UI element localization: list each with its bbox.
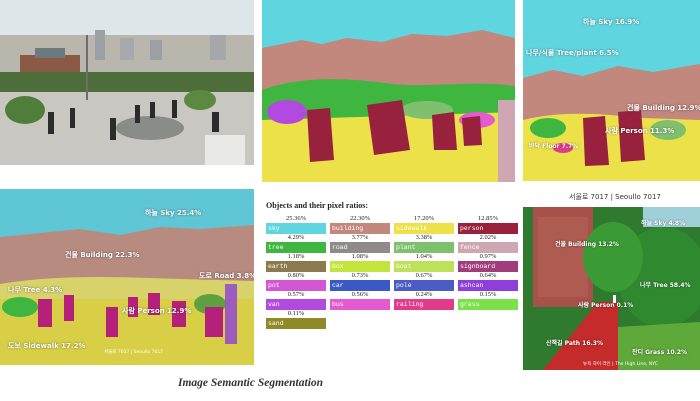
- legend-item: 0.56% bus: [330, 291, 390, 310]
- label-person: 사람 Person 11.3%: [605, 127, 675, 135]
- legend-swatch: sky: [266, 223, 326, 234]
- legend-item: 1.18% earth: [266, 253, 326, 272]
- legend-percent: 0.67%: [415, 272, 433, 279]
- legend-item: 0.57% van: [266, 291, 326, 310]
- legend-item: 4.29% tree: [266, 234, 326, 253]
- labeled-map: [523, 0, 700, 181]
- legend-item: 12.85% person: [458, 215, 518, 234]
- legend-percent: 1.04%: [415, 253, 433, 260]
- legend-swatch: grass: [458, 299, 518, 310]
- legend-item: 25.36% sky: [266, 215, 326, 234]
- legend-swatch: signboard: [458, 261, 518, 272]
- legend-percent: 0.24%: [415, 291, 433, 298]
- legend-percent: 0.97%: [479, 253, 497, 260]
- overlay-label-tree: 나무 Tree 4.3%: [8, 286, 63, 294]
- legend-percent: 4.29%: [287, 234, 305, 241]
- legend-title: Objects and their pixel ratios:: [266, 201, 369, 210]
- legend-percent: 25.36%: [285, 215, 307, 222]
- legend-swatch: bus: [330, 299, 390, 310]
- legend-item: 2.02% fence: [458, 234, 518, 253]
- overlay-label-road: 도로 Road 3.8%: [199, 272, 254, 280]
- legend-item: 0.15% grass: [458, 291, 518, 310]
- legend-percent: 0.64%: [479, 272, 497, 279]
- greenway-label-building: 건물 Building 13.2%: [555, 241, 619, 248]
- greenway-label-tree: 나무 Tree 58.4%: [640, 282, 691, 289]
- label-tree-plant: 나무/식물 Tree/plant 6.5%: [526, 49, 619, 57]
- legend-swatch: sidewalk: [394, 223, 454, 234]
- greenway-credit: 뉴욕 하이 라인 | The High Line, NYC: [583, 362, 658, 367]
- figure-caption: Image Semantic Segmentation: [178, 377, 324, 389]
- legend-swatch: building: [330, 223, 390, 234]
- legend-item: 0.80% pot: [266, 272, 326, 291]
- legend-percent: 0.56%: [351, 291, 369, 298]
- greenway-label-person: 사람 Person 0.1%: [578, 302, 634, 309]
- legend-percent: 3.77%: [351, 234, 369, 241]
- legend-swatch: pot: [266, 280, 326, 291]
- legend-swatch: box: [330, 261, 390, 272]
- legend-percent: 1.18%: [287, 253, 305, 260]
- legend-item: 0.97% signboard: [458, 253, 518, 272]
- greenway-map: [523, 207, 700, 370]
- legend-percent: 17.20%: [413, 215, 435, 222]
- legend-percent: 0.57%: [287, 291, 305, 298]
- label-floor: 바닥 Floor 7.7%: [529, 143, 579, 150]
- legend-grid: 25.36% sky 22.30% building 17.20% sidewalk 12.…: [266, 215, 522, 329]
- legend-swatch: ashcan: [458, 280, 518, 291]
- legend-swatch: tree: [266, 242, 326, 253]
- legend-swatch: person: [458, 223, 518, 234]
- legend-item: 1.08% box: [330, 253, 390, 272]
- legend-item: 17.20% sidewalk: [394, 215, 454, 234]
- overlay-label-sky: 하늘 Sky 25.4%: [145, 209, 202, 217]
- legend-swatch: road: [330, 242, 390, 253]
- labeled-map-panel: 하늘 Sky 16.9% 나무/식물 Tree/plant 6.5% 건물 Bu…: [523, 0, 700, 181]
- overlay-label-person: 사람 Person 12.9%: [122, 307, 192, 315]
- label-sky: 하늘 Sky 16.9%: [583, 18, 640, 26]
- legend-percent: 0.15%: [479, 291, 497, 298]
- legend-percent: 2.02%: [479, 234, 497, 241]
- plaza-photo: [0, 0, 254, 165]
- legend-swatch: fence: [458, 242, 518, 253]
- overlay-label-building: 건물 Building 22.3%: [65, 251, 140, 259]
- label-building: 건물 Building 12.9%: [627, 104, 700, 112]
- legend-percent: 0.73%: [351, 272, 369, 279]
- legend-percent: 0.80%: [287, 272, 305, 279]
- greenway-label-sky: 하늘 Sky 4.8%: [641, 220, 686, 227]
- overlay-panel: 하늘 Sky 25.4% 건물 Building 22.3% 도로 Road 3…: [0, 189, 254, 365]
- legend-percent: 1.08%: [351, 253, 369, 260]
- legend-item: 0.11% sand: [266, 310, 326, 329]
- photo-panel: [0, 0, 254, 165]
- legend-percent: 12.85%: [477, 215, 499, 222]
- overlay-map: [0, 189, 254, 365]
- legend-swatch: car: [330, 280, 390, 291]
- legend-item: 0.64% ashcan: [458, 272, 518, 291]
- legend-swatch: earth: [266, 261, 326, 272]
- seoullo-caption: 서울로 7017 | Seoullo 7017: [569, 193, 661, 201]
- legend-item: 1.04% boat: [394, 253, 454, 272]
- segmentation-map: [262, 0, 515, 182]
- legend-item: 0.67% pole: [394, 272, 454, 291]
- legend-percent: 0.11%: [287, 310, 305, 317]
- greenway-panel: 하늘 Sky 4.8% 건물 Building 13.2% 나무 Tree 58…: [523, 207, 700, 370]
- legend-swatch: pole: [394, 280, 454, 291]
- overlay-credit: 서울로 7017 | Seoullo 7017: [104, 350, 164, 355]
- greenway-label-path: 산책길 Path 16.3%: [546, 340, 603, 347]
- legend-percent: 3.38%: [415, 234, 433, 241]
- legend-percent: 22.30%: [349, 215, 371, 222]
- legend-swatch: sand: [266, 318, 326, 329]
- legend-item: 0.24% railing: [394, 291, 454, 310]
- legend-item: 3.38% plant: [394, 234, 454, 253]
- segmentation-panel: [262, 0, 515, 182]
- legend-swatch: railing: [394, 299, 454, 310]
- legend-swatch: boat: [394, 261, 454, 272]
- legend-swatch: van: [266, 299, 326, 310]
- overlay-label-sidewalk: 도보 Sidewalk 17.2%: [8, 342, 86, 350]
- legend-item: 0.73% car: [330, 272, 390, 291]
- legend-item: 3.77% road: [330, 234, 390, 253]
- legend-swatch: plant: [394, 242, 454, 253]
- greenway-label-grass: 잔디 Grass 10.2%: [632, 349, 688, 356]
- legend-item: 22.30% building: [330, 215, 390, 234]
